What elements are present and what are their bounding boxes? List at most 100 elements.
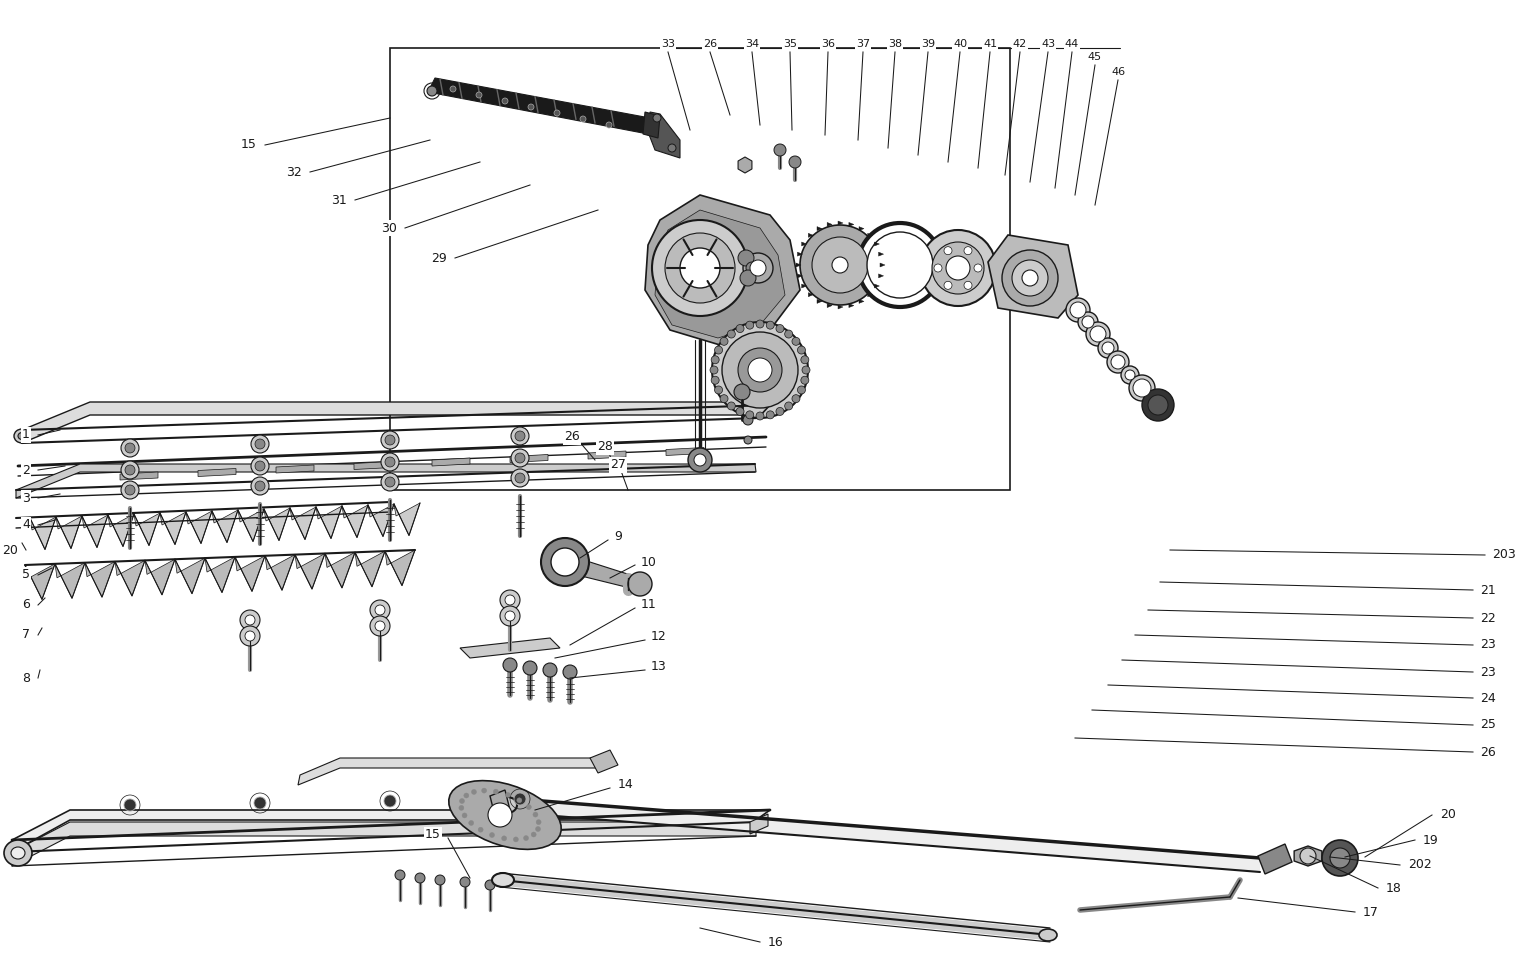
Polygon shape	[849, 303, 854, 307]
Polygon shape	[186, 511, 212, 544]
Text: 26: 26	[564, 431, 581, 443]
Circle shape	[713, 322, 808, 418]
Text: 15: 15	[424, 829, 441, 841]
Polygon shape	[459, 638, 559, 658]
Circle shape	[255, 439, 265, 449]
Circle shape	[720, 394, 728, 403]
Text: 23: 23	[1480, 665, 1496, 679]
Circle shape	[553, 110, 559, 116]
Polygon shape	[30, 517, 56, 549]
Circle shape	[766, 411, 775, 419]
Text: 28: 28	[597, 440, 612, 454]
Polygon shape	[174, 558, 205, 593]
Polygon shape	[146, 559, 174, 595]
Circle shape	[252, 457, 268, 475]
Circle shape	[511, 469, 529, 487]
Circle shape	[459, 798, 464, 804]
Circle shape	[1330, 848, 1351, 868]
Text: 22: 22	[1480, 612, 1496, 625]
Circle shape	[797, 386, 805, 394]
Text: 30: 30	[381, 221, 397, 234]
Circle shape	[385, 435, 396, 445]
Circle shape	[932, 242, 984, 294]
Text: 202: 202	[1408, 858, 1431, 872]
Text: 35: 35	[782, 39, 797, 49]
Text: 15: 15	[241, 139, 258, 151]
Polygon shape	[12, 822, 756, 866]
Circle shape	[776, 408, 784, 415]
Circle shape	[493, 790, 499, 794]
Circle shape	[488, 803, 512, 827]
Polygon shape	[797, 274, 802, 278]
Polygon shape	[205, 557, 235, 592]
Polygon shape	[860, 300, 864, 303]
Circle shape	[252, 435, 268, 453]
Polygon shape	[24, 564, 55, 599]
Polygon shape	[82, 515, 108, 547]
Circle shape	[505, 595, 515, 605]
Circle shape	[459, 877, 470, 887]
Circle shape	[503, 658, 517, 672]
Text: 20: 20	[2, 544, 18, 557]
Circle shape	[867, 232, 932, 298]
Text: 24: 24	[1480, 692, 1496, 704]
Circle shape	[797, 346, 805, 354]
Circle shape	[1082, 316, 1095, 328]
Text: 31: 31	[332, 193, 347, 207]
Text: 25: 25	[1480, 719, 1496, 731]
Circle shape	[468, 820, 473, 826]
Circle shape	[973, 264, 982, 272]
Circle shape	[240, 626, 261, 646]
Circle shape	[381, 453, 399, 471]
Polygon shape	[867, 293, 873, 297]
Text: 41: 41	[982, 39, 998, 49]
Circle shape	[471, 790, 476, 794]
Circle shape	[734, 384, 750, 400]
Circle shape	[800, 225, 879, 305]
Text: 43: 43	[1041, 39, 1055, 49]
Ellipse shape	[14, 429, 30, 443]
Text: 17: 17	[1363, 905, 1380, 919]
Circle shape	[1066, 298, 1090, 322]
Polygon shape	[324, 552, 355, 588]
Circle shape	[550, 548, 579, 576]
Circle shape	[255, 797, 265, 809]
Polygon shape	[12, 810, 770, 852]
Circle shape	[720, 337, 728, 345]
Text: 37: 37	[857, 39, 870, 49]
Text: 44: 44	[1064, 39, 1079, 49]
Circle shape	[1107, 351, 1129, 373]
Circle shape	[534, 812, 538, 817]
Circle shape	[744, 436, 752, 444]
Polygon shape	[738, 157, 752, 173]
Text: 39: 39	[920, 39, 935, 49]
Polygon shape	[315, 506, 343, 539]
Circle shape	[514, 837, 518, 842]
Polygon shape	[655, 210, 785, 338]
Circle shape	[121, 481, 139, 499]
Circle shape	[800, 356, 810, 364]
Text: 26: 26	[703, 39, 717, 49]
Circle shape	[743, 253, 773, 283]
Polygon shape	[296, 553, 324, 590]
Circle shape	[652, 220, 747, 316]
Polygon shape	[1295, 846, 1322, 866]
Text: 33: 33	[661, 39, 675, 49]
Circle shape	[121, 461, 139, 479]
Circle shape	[944, 281, 952, 289]
Circle shape	[490, 833, 494, 837]
Polygon shape	[56, 516, 82, 548]
Circle shape	[766, 322, 775, 329]
Circle shape	[666, 233, 735, 303]
Text: 38: 38	[888, 39, 902, 49]
Text: 23: 23	[1480, 638, 1496, 652]
Ellipse shape	[11, 847, 24, 859]
Text: 12: 12	[650, 631, 667, 643]
Circle shape	[381, 431, 399, 449]
Polygon shape	[343, 505, 368, 538]
Circle shape	[946, 256, 970, 280]
Circle shape	[1148, 395, 1167, 415]
Circle shape	[934, 264, 941, 272]
Polygon shape	[235, 556, 265, 591]
Ellipse shape	[493, 873, 514, 887]
